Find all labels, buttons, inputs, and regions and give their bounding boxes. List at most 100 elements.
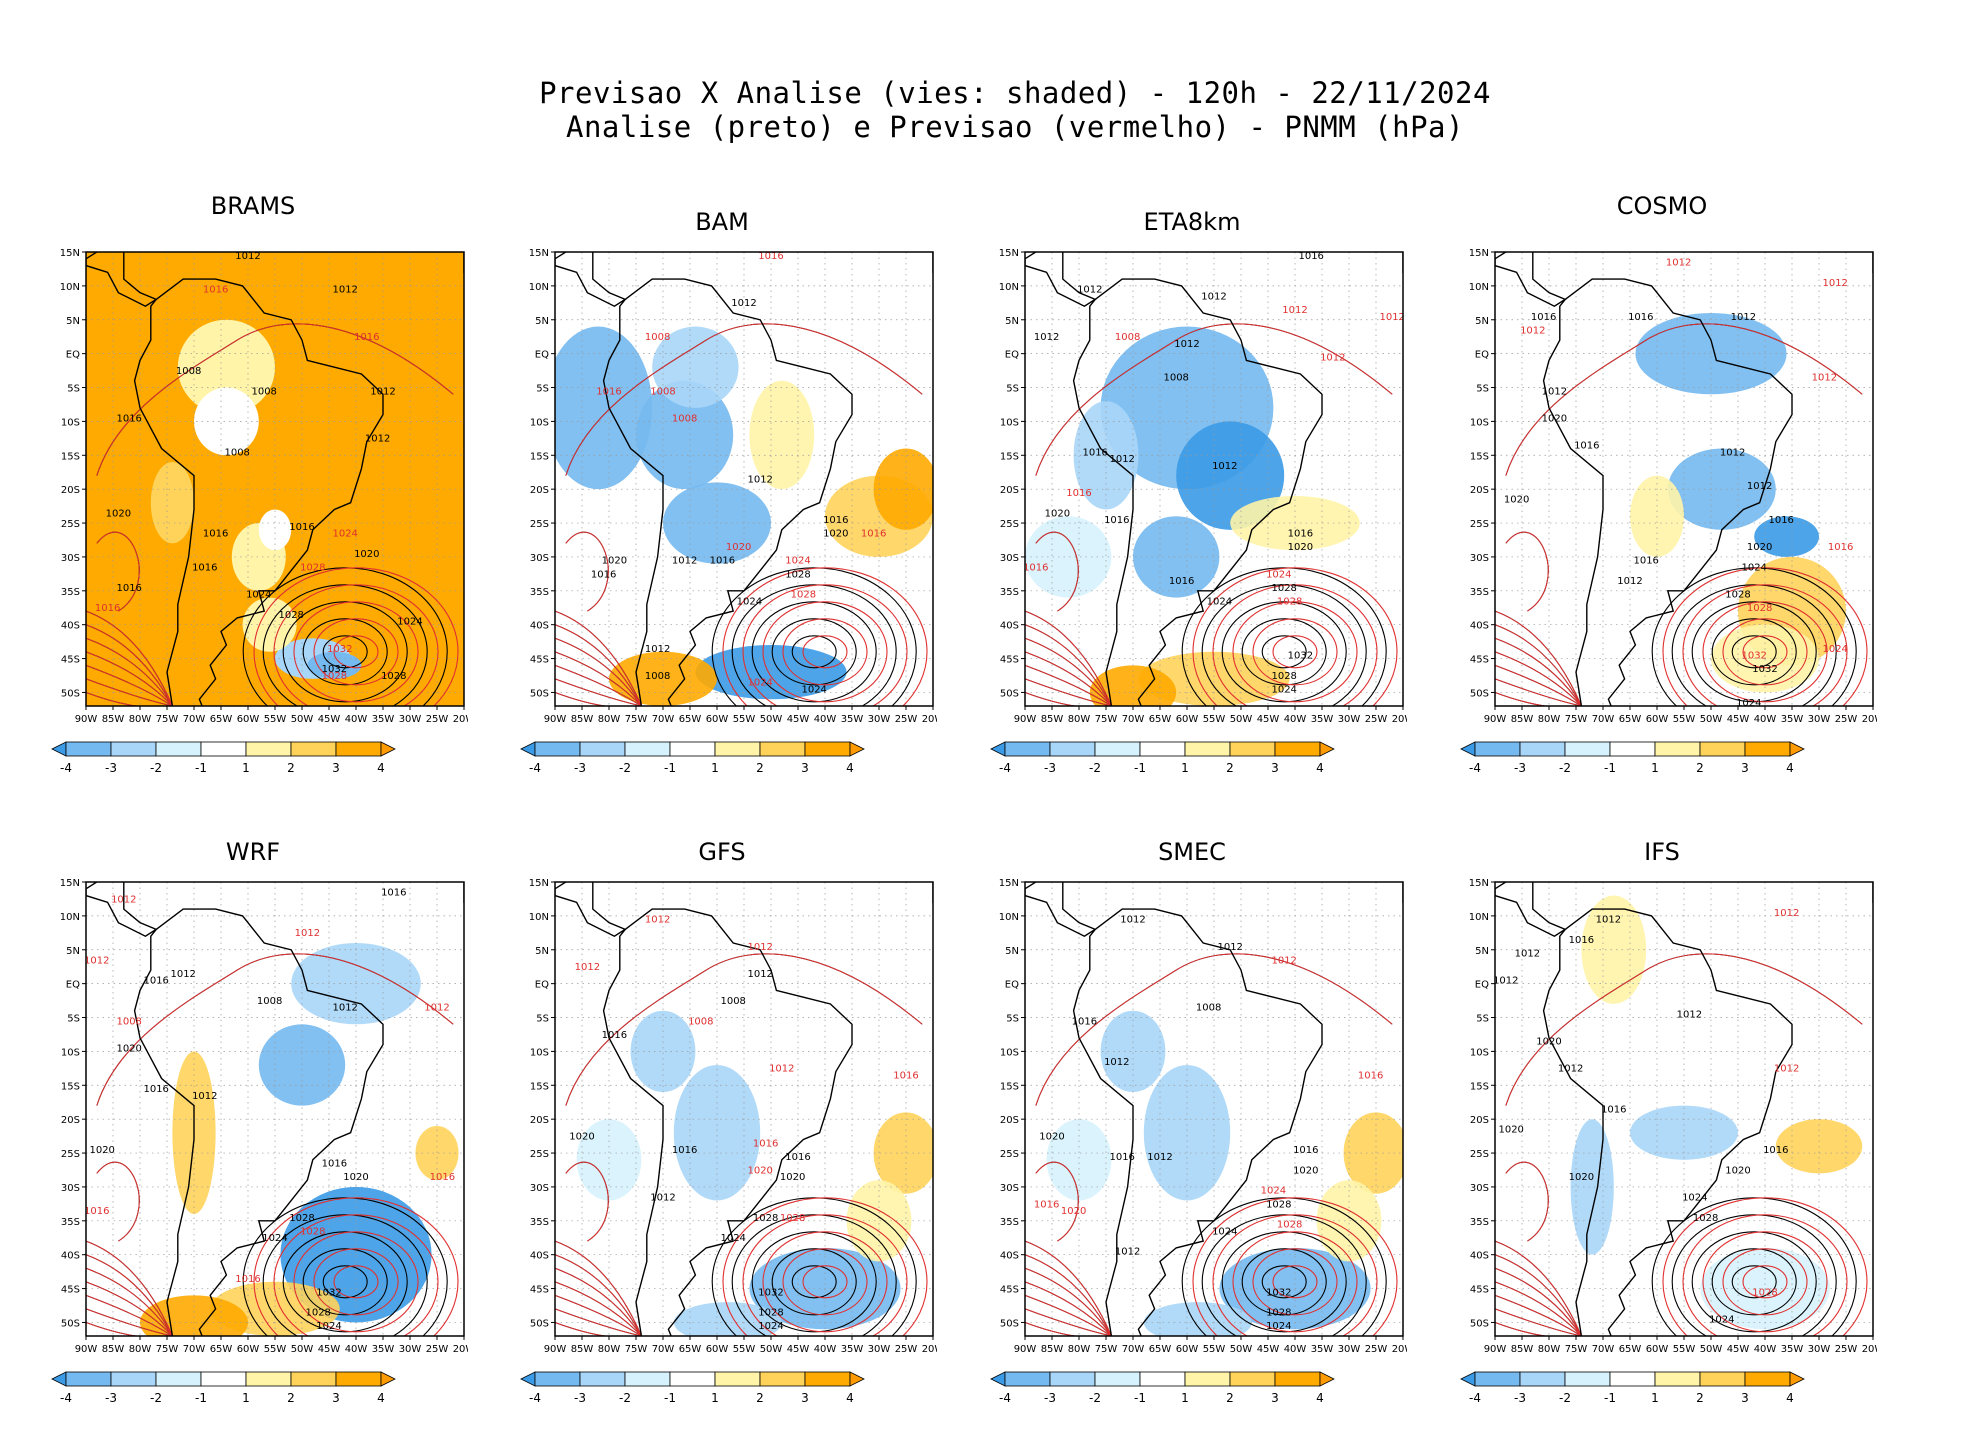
isobar-label: 1012 — [424, 1003, 449, 1014]
lon-tick-label: 65W — [210, 1344, 233, 1355]
colorbar-label: 1 — [1651, 1391, 1659, 1405]
colorbar-label: 3 — [1741, 761, 1749, 775]
isobar-label: 1028 — [300, 562, 325, 573]
colorbar-swatch — [1609, 1371, 1656, 1387]
colorbar-label: 4 — [1786, 761, 1794, 775]
lat-tick-label: 10S — [1470, 1047, 1489, 1058]
isobar — [322, 1265, 368, 1299]
isobar — [1505, 1161, 1549, 1242]
lat-tick-label: 30S — [1000, 1183, 1019, 1194]
colorbar-label: -1 — [1604, 761, 1616, 775]
lon-tick-label: 35W — [841, 1344, 864, 1355]
lon-tick-label: 75W — [156, 1344, 179, 1355]
colorbar-arrow-low — [520, 1371, 536, 1387]
colorbar-swatch — [1519, 1371, 1566, 1387]
coastline — [1542, 278, 1793, 706]
coastline — [1072, 278, 1323, 706]
lon-tick-label: 70W — [183, 1344, 206, 1355]
lat-tick-label: 10N — [1469, 912, 1489, 923]
isobar — [771, 1248, 857, 1316]
isobar-label: 1028 — [785, 569, 810, 580]
isobar-label: 1028 — [1752, 1287, 1777, 1298]
coastline — [133, 278, 384, 706]
lon-tick-label: 75W — [1095, 1344, 1118, 1355]
colorbar-swatch — [200, 741, 247, 757]
isobar-label: 1024 — [397, 617, 422, 628]
isobar-label: 1012 — [618, 874, 643, 885]
isobar — [1495, 678, 1582, 706]
lat-tick-label: 10S — [61, 1047, 80, 1058]
colorbar-label: -2 — [1089, 761, 1101, 775]
isobar — [1035, 1161, 1079, 1242]
isobar — [96, 531, 140, 612]
isobar — [282, 1231, 408, 1333]
isobar-label: 1016 — [203, 529, 228, 540]
lat-tick-label: 10N — [999, 282, 1019, 293]
isobar-label: 1024 — [747, 678, 772, 689]
isobar-label: 1032 — [1741, 651, 1766, 662]
isobar-label: 1008 — [251, 386, 276, 397]
isobar — [1025, 1254, 1112, 1336]
colorbar-swatch — [1699, 741, 1746, 757]
colorbar-label: -4 — [60, 761, 72, 775]
isobar-label: 1016 — [861, 529, 886, 540]
lat-tick-label: 15N — [1469, 248, 1489, 259]
isobar — [1025, 1308, 1112, 1336]
colorbar-swatch — [1004, 1371, 1051, 1387]
isobar-label: 1012 — [1774, 1064, 1799, 1075]
isobar-label: 1012 — [1147, 1152, 1172, 1163]
isobar-label: 1028 — [1693, 1213, 1718, 1224]
isobar-label: 1016 — [84, 1206, 109, 1217]
isobar — [1192, 1197, 1398, 1336]
lon-tick-label: 45W — [1727, 714, 1750, 725]
lat-tick-label: 50S — [61, 688, 80, 699]
panel-title: GFS — [698, 838, 746, 866]
isobar-label: 1020 — [780, 1172, 805, 1183]
lat-tick-label: 15N — [999, 248, 1019, 259]
lon-tick-label: 90W — [544, 714, 567, 725]
isobar-label: 1016 — [710, 556, 735, 567]
colorbar-label: 2 — [1226, 1391, 1234, 1405]
isobar — [1711, 618, 1797, 686]
isobar — [1252, 618, 1338, 686]
colorbar-label: 4 — [377, 1391, 385, 1405]
lon-tick-label: 45W — [318, 1344, 341, 1355]
isobar — [1495, 1254, 1582, 1336]
lon-tick-label: 80W — [129, 1344, 152, 1355]
bias-shade — [873, 448, 933, 530]
isobar-label: 1028 — [1266, 1308, 1291, 1319]
colorbar-label: 4 — [1316, 761, 1324, 775]
isobar-label: 1012 — [170, 969, 195, 980]
isobar — [1272, 1265, 1318, 1299]
colorbar-label: -3 — [1044, 761, 1056, 775]
lat-tick-label: 15S — [1470, 1081, 1489, 1092]
isobar-label: 1016 — [289, 522, 314, 533]
lat-tick-label: 5S — [1476, 1014, 1489, 1025]
lon-tick-label: 20W — [453, 1344, 468, 1355]
colorbar-swatch — [200, 1371, 247, 1387]
isobar-label: 1012 — [1320, 352, 1345, 363]
isobar-label: 1024 — [1741, 562, 1766, 573]
figure-title: Previsao X Analise (vies: shaded) - 120h… — [0, 76, 1964, 144]
isobar-label: 1016 — [1104, 515, 1129, 526]
lat-tick-label: 15S — [61, 451, 80, 462]
colorbar-swatch — [1564, 1371, 1611, 1387]
colorbar-label: -2 — [1089, 1391, 1101, 1405]
lat-tick-label: EQ — [66, 350, 80, 361]
colorbar-swatch — [1474, 1371, 1521, 1387]
colorbar-label: 3 — [1741, 1391, 1749, 1405]
isobar — [1662, 1197, 1868, 1336]
isobar-label: 1024 — [316, 1321, 341, 1332]
lon-tick-label: 55W — [1203, 714, 1226, 725]
isobar-label: 1032 — [327, 644, 352, 655]
isobar-label: 1012 — [672, 556, 697, 567]
lon-tick-label: 90W — [75, 714, 98, 725]
lat-tick-label: 30S — [61, 1183, 80, 1194]
colorbar-label: -4 — [529, 1391, 541, 1405]
isobar-label: 1024 — [1261, 1186, 1286, 1197]
colorbar-label: 2 — [1696, 1391, 1704, 1405]
colorbar-label: -3 — [1514, 761, 1526, 775]
isobar-label: 1028 — [1266, 1199, 1291, 1210]
isobar-label: 1012 — [1077, 285, 1102, 296]
isobar-label: 1012 — [365, 434, 390, 445]
